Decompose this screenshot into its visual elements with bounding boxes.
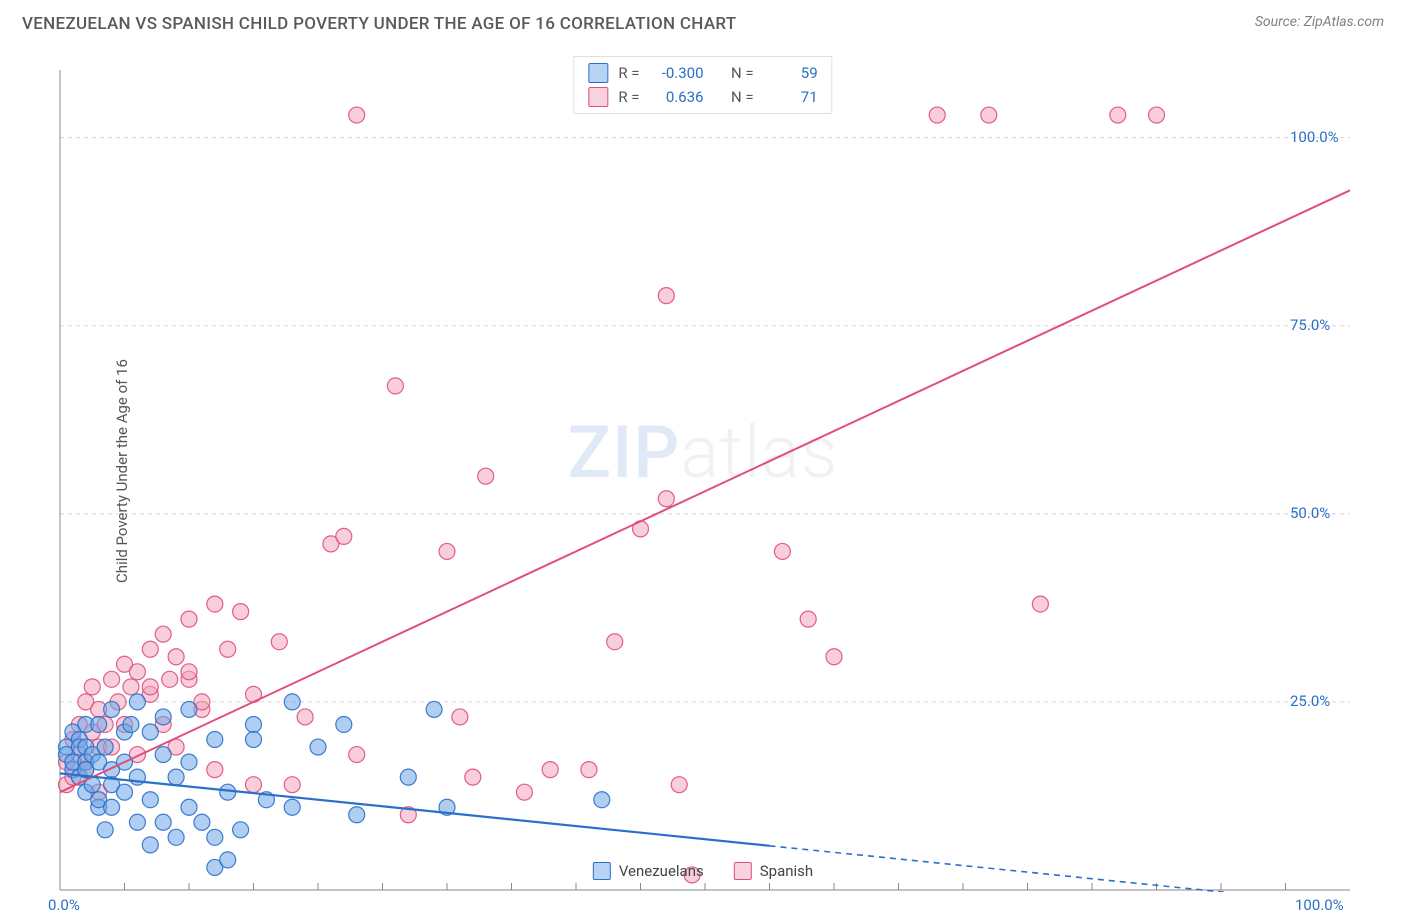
axis-tick-label: 50.0% xyxy=(1290,504,1330,522)
n-value-venezuelans: 59 xyxy=(764,64,818,82)
legend-item-spanish: Spanish xyxy=(734,862,813,880)
r-value-venezuelans: -0.300 xyxy=(650,64,704,82)
n-value-spanish: 71 xyxy=(764,88,818,106)
scatter-plot-svg xyxy=(0,50,1406,892)
legend: Venezuelans Spanish xyxy=(593,862,813,880)
legend-label-venezuelans: Venezuelans xyxy=(619,862,704,880)
axis-tick-label: 100.0% xyxy=(1290,128,1339,146)
y-axis-label: Child Poverty Under the Age of 16 xyxy=(113,359,131,583)
stats-row-spanish: R = 0.636 N = 71 xyxy=(588,87,817,107)
correlation-stats-box: R = -0.300 N = 59 R = 0.636 N = 71 xyxy=(573,56,832,114)
axis-tick-label: 25.0% xyxy=(1290,692,1330,710)
chart-area: Child Poverty Under the Age of 16 xyxy=(0,50,1406,892)
swatch-venezuelans-icon xyxy=(588,63,608,83)
axis-tick-label: 75.0% xyxy=(1290,316,1330,334)
chart-title: VENEZUELAN VS SPANISH CHILD POVERTY UNDE… xyxy=(22,14,736,34)
legend-label-spanish: Spanish xyxy=(760,862,813,880)
swatch-venezuelans-icon xyxy=(593,862,611,880)
swatch-spanish-icon xyxy=(734,862,752,880)
source-attribution: Source: ZipAtlas.com xyxy=(1255,14,1384,30)
axis-tick-label: 0.0% xyxy=(48,896,80,914)
r-value-spanish: 0.636 xyxy=(650,88,704,106)
stats-row-venezuelans: R = -0.300 N = 59 xyxy=(588,63,817,83)
swatch-spanish-icon xyxy=(588,87,608,107)
axis-tick-label: 100.0% xyxy=(1295,896,1344,914)
legend-item-venezuelans: Venezuelans xyxy=(593,862,704,880)
